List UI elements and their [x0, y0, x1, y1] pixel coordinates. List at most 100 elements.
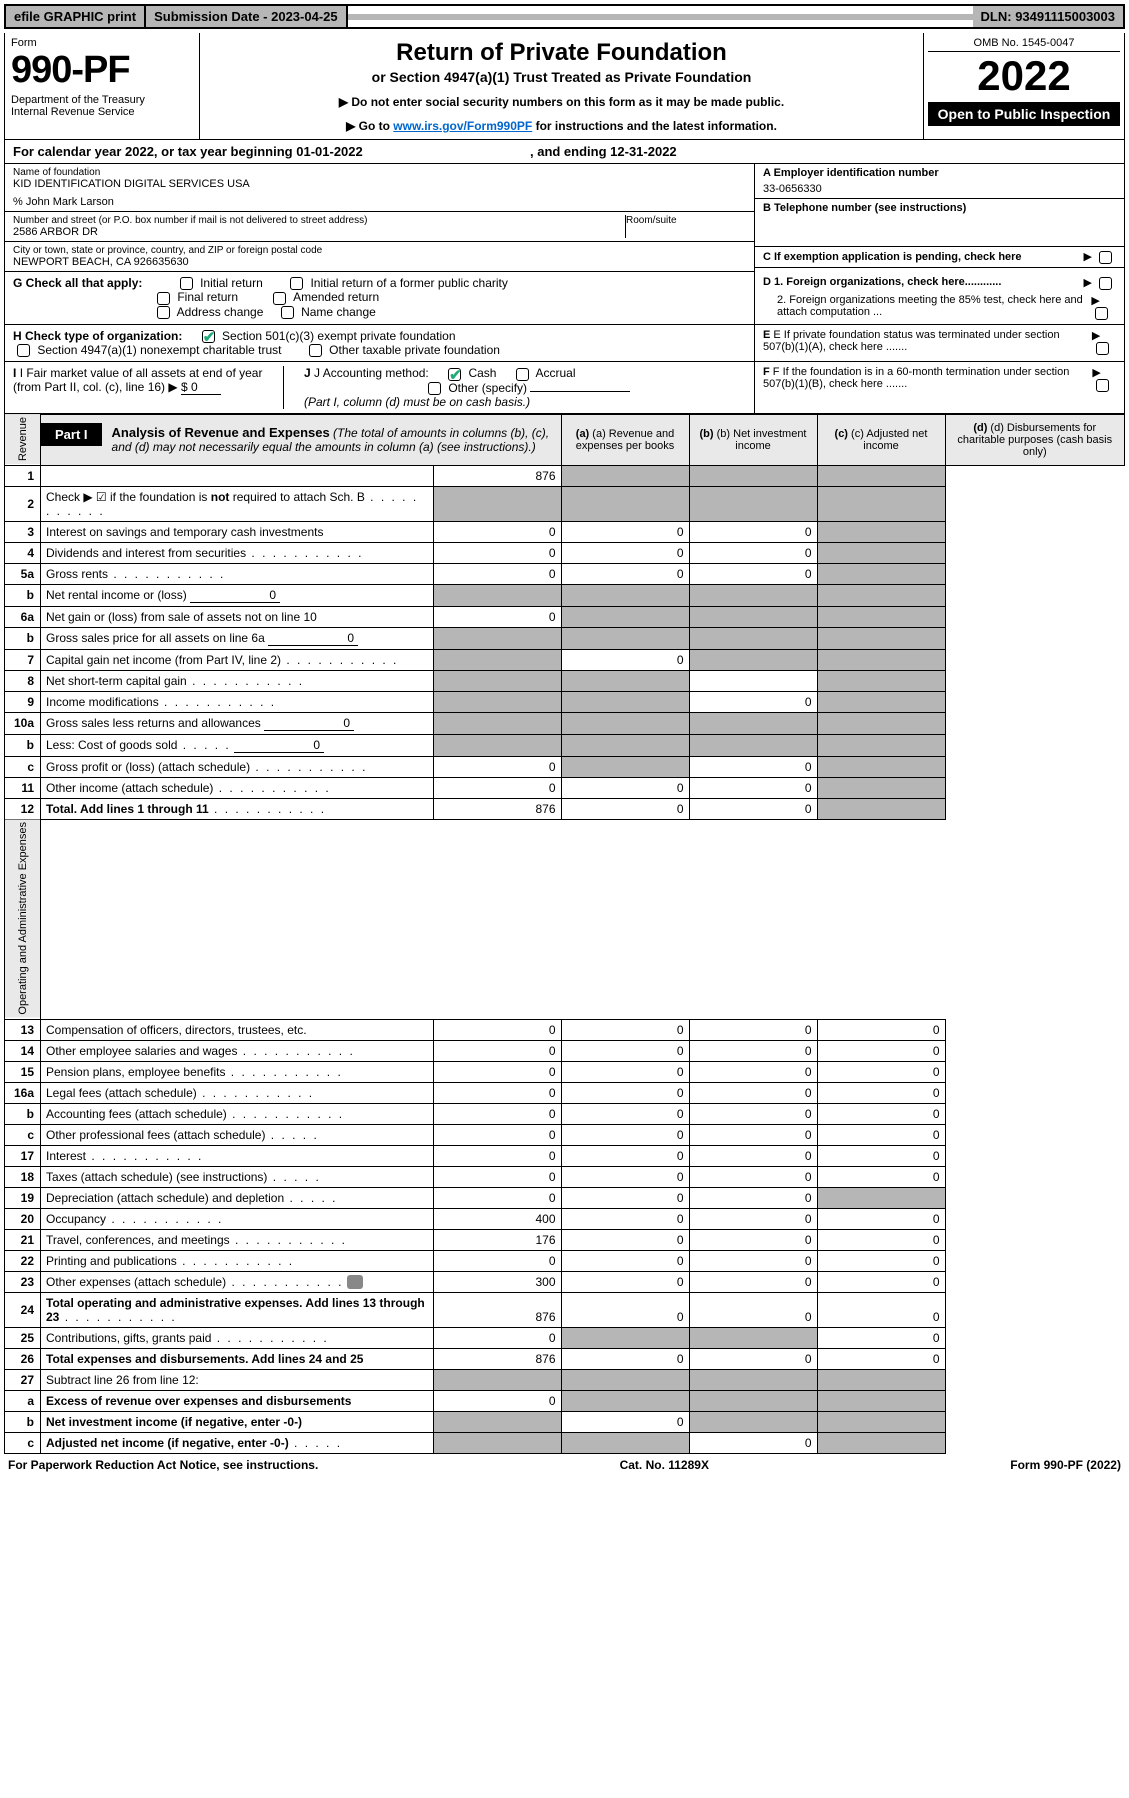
title-box: Return of Private Foundation or Section …: [200, 33, 924, 139]
table-row: 17Interest0000: [5, 1145, 1125, 1166]
cell-value: [561, 1391, 689, 1412]
open-public-badge: Open to Public Inspection: [928, 102, 1120, 126]
row-desc: Capital gain net income (from Part IV, l…: [41, 649, 434, 670]
name-change-checkbox[interactable]: [281, 306, 294, 319]
cell-value: [561, 584, 689, 606]
501c3-checkbox[interactable]: [202, 330, 215, 343]
cell-value: 0: [561, 1412, 689, 1433]
cell-value: 0: [561, 1061, 689, 1082]
row-desc: Compensation of officers, directors, tru…: [41, 1019, 434, 1040]
row-number: 1: [5, 465, 41, 486]
cell-value: 876: [433, 798, 561, 819]
cell-value: [561, 465, 689, 486]
other-taxable-checkbox[interactable]: [309, 344, 322, 357]
form-link[interactable]: www.irs.gov/Form990PF: [393, 119, 532, 133]
row-number: 19: [5, 1187, 41, 1208]
revenue-side-label: Revenue: [5, 414, 41, 465]
cell-value: [433, 734, 561, 756]
cell-value: [561, 1370, 689, 1391]
row-desc: Accounting fees (attach schedule): [41, 1103, 434, 1124]
cell-value: 0: [817, 1082, 945, 1103]
row-number: 14: [5, 1040, 41, 1061]
initial-return-checkbox[interactable]: [180, 277, 193, 290]
checks-section: G Check all that apply: Initial return I…: [4, 272, 1125, 414]
row-desc: Other expenses (attach schedule): [41, 1271, 434, 1293]
row-desc: Other income (attach schedule): [41, 777, 434, 798]
terminated-checkbox[interactable]: [1096, 342, 1109, 355]
cell-value: 0: [433, 756, 561, 777]
row-number: 27: [5, 1370, 41, 1391]
table-row: 14Other employee salaries and wages0000: [5, 1040, 1125, 1061]
table-row: bNet rental income or (loss) 0: [5, 584, 1125, 606]
table-row: cGross profit or (loss) (attach schedule…: [5, 756, 1125, 777]
omb-number: OMB No. 1545-0047: [928, 37, 1120, 52]
table-row: 4Dividends and interest from securities0…: [5, 542, 1125, 563]
efile-print-button[interactable]: efile GRAPHIC print: [6, 6, 146, 27]
cell-value: 0: [433, 1187, 561, 1208]
dln-label: DLN: 93491115003003: [973, 6, 1123, 27]
table-row: 27Subtract line 26 from line 12:: [5, 1370, 1125, 1391]
cell-value: 0: [689, 798, 817, 819]
amended-checkbox[interactable]: [273, 292, 286, 305]
row-desc: Legal fees (attach schedule): [41, 1082, 434, 1103]
table-row: 7Capital gain net income (from Part IV, …: [5, 649, 1125, 670]
cell-value: [689, 712, 817, 734]
row-number: 6a: [5, 606, 41, 627]
row-number: 20: [5, 1208, 41, 1229]
4947-checkbox[interactable]: [17, 344, 30, 357]
row-desc: Adjusted net income (if negative, enter …: [41, 1433, 434, 1454]
initial-former-checkbox[interactable]: [290, 277, 303, 290]
row-number: 8: [5, 670, 41, 691]
table-row: 16aLegal fees (attach schedule)0000: [5, 1082, 1125, 1103]
cell-value: 0: [689, 1208, 817, 1229]
cell-value: [433, 1412, 561, 1433]
cell-value: 0: [817, 1040, 945, 1061]
row-desc: Interest: [41, 1145, 434, 1166]
table-row: cOther professional fees (attach schedul…: [5, 1124, 1125, 1145]
table-row: 11Other income (attach schedule)000: [5, 777, 1125, 798]
row-desc: Printing and publications: [41, 1250, 434, 1271]
cell-value: [433, 649, 561, 670]
irs-label: Internal Revenue Service: [11, 106, 193, 118]
foreign-85-checkbox[interactable]: [1095, 307, 1108, 320]
exemption-checkbox[interactable]: [1099, 251, 1112, 264]
col-c-header: (c) (c) Adjusted net income: [817, 414, 945, 465]
foreign-org-checkbox[interactable]: [1099, 277, 1112, 290]
cell-value: 876: [433, 1349, 561, 1370]
cell-value: [817, 1433, 945, 1454]
row-number: 26: [5, 1349, 41, 1370]
main-title: Return of Private Foundation: [210, 39, 913, 67]
final-return-checkbox[interactable]: [157, 292, 170, 305]
row-number: b: [5, 584, 41, 606]
60month-checkbox[interactable]: [1096, 379, 1109, 392]
form-header: Form 990-PF Department of the Treasury I…: [4, 33, 1125, 140]
cell-value: [817, 1187, 945, 1208]
table-row: 1876: [5, 465, 1125, 486]
table-row: 26Total expenses and disbursements. Add …: [5, 1349, 1125, 1370]
cell-value: 0: [817, 1145, 945, 1166]
table-row: 3Interest on savings and temporary cash …: [5, 521, 1125, 542]
cell-value: 0: [689, 1103, 817, 1124]
row-number: 3: [5, 521, 41, 542]
cell-value: [817, 777, 945, 798]
row-number: 9: [5, 691, 41, 712]
accrual-checkbox[interactable]: [516, 368, 529, 381]
address-change-checkbox[interactable]: [157, 306, 170, 319]
table-row: 19Depreciation (attach schedule) and dep…: [5, 1187, 1125, 1208]
attachment-icon[interactable]: [347, 1275, 363, 1289]
row-number: c: [5, 1124, 41, 1145]
table-row: 25Contributions, gifts, grants paid00: [5, 1328, 1125, 1349]
row-number: 16a: [5, 1082, 41, 1103]
cash-checkbox[interactable]: [448, 368, 461, 381]
table-row: bNet investment income (if negative, ent…: [5, 1412, 1125, 1433]
other-method-checkbox[interactable]: [428, 382, 441, 395]
cell-value: 0: [817, 1250, 945, 1271]
cell-value: [561, 627, 689, 649]
row-number: 22: [5, 1250, 41, 1271]
cell-value: [561, 606, 689, 627]
cell-value: 0: [433, 606, 561, 627]
table-row: 23Other expenses (attach schedule) 30000…: [5, 1271, 1125, 1293]
cell-value: 0: [561, 563, 689, 584]
cell-value: [433, 627, 561, 649]
cell-value: 0: [561, 1229, 689, 1250]
